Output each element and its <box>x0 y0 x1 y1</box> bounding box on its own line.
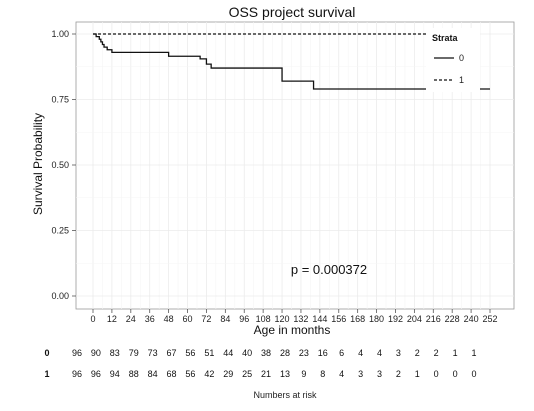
risk-count: 56 <box>185 348 195 358</box>
legend-box <box>426 28 480 92</box>
legend-title: Strata <box>432 33 459 43</box>
risk-table-title: Numbers at risk <box>253 390 317 400</box>
risk-count: 94 <box>110 369 120 379</box>
x-tick-label: 120 <box>275 314 290 324</box>
risk-count: 0 <box>453 369 458 379</box>
risk-count: 38 <box>261 348 271 358</box>
x-tick-label: 108 <box>256 314 271 324</box>
risk-count: 67 <box>167 348 177 358</box>
x-tick-label: 84 <box>220 314 230 324</box>
risk-count: 83 <box>110 348 120 358</box>
risk-count: 8 <box>320 369 325 379</box>
x-tick-label: 228 <box>445 314 460 324</box>
legend-label-series-0: 0 <box>459 53 464 63</box>
x-tick-label: 180 <box>369 314 384 324</box>
risk-count: 0 <box>471 369 476 379</box>
x-tick-label: 252 <box>482 314 497 324</box>
risk-count: 73 <box>148 348 158 358</box>
risk-count: 16 <box>318 348 328 358</box>
y-tick-label: 0.00 <box>51 291 69 301</box>
x-tick-label: 0 <box>90 314 95 324</box>
risk-count: 88 <box>129 369 139 379</box>
survival-curve-series-0 <box>93 33 490 90</box>
risk-count: 96 <box>72 348 82 358</box>
x-tick-label: 192 <box>388 314 403 324</box>
risk-count: 3 <box>396 348 401 358</box>
risk-count: 4 <box>339 369 344 379</box>
x-tick-label: 132 <box>293 314 308 324</box>
risk-count: 44 <box>223 348 233 358</box>
risk-table: 0 96 90 83 79 73 67 56 51 44 40 38 28 23 16 6 4 4 3 2 2 1 11 96… <box>44 348 476 379</box>
risk-count: 4 <box>377 348 382 358</box>
risk-count: 40 <box>242 348 252 358</box>
y-axis: 0.00 0.25 0.50 0.75 1.00 <box>51 29 76 301</box>
p-value-annotation: p = 0.000372 <box>291 262 367 277</box>
risk-count: 1 <box>453 348 458 358</box>
risk-count: 96 <box>72 369 82 379</box>
risk-count: 56 <box>185 369 195 379</box>
x-tick-label: 24 <box>126 314 136 324</box>
series-lines <box>93 33 490 90</box>
risk-count: 2 <box>396 369 401 379</box>
legend-label-series-1: 1 <box>459 75 464 85</box>
risk-count: 2 <box>415 348 420 358</box>
x-tick-label: 48 <box>164 314 174 324</box>
risk-count: 84 <box>148 369 158 379</box>
chart-title: OSS project survival <box>229 4 356 20</box>
risk-count: 4 <box>358 348 363 358</box>
risk-row-label: 1 <box>44 369 49 379</box>
risk-count: 25 <box>242 369 252 379</box>
x-tick-label: 240 <box>464 314 479 324</box>
x-tick-label: 72 <box>201 314 211 324</box>
risk-count: 1 <box>471 348 476 358</box>
risk-count: 3 <box>358 369 363 379</box>
risk-count: 3 <box>377 369 382 379</box>
x-tick-label: 216 <box>426 314 441 324</box>
y-tick-label: 0.25 <box>51 226 69 236</box>
risk-count: 1 <box>415 369 420 379</box>
y-axis-title: Survival Probability <box>31 113 45 215</box>
y-tick-label: 1.00 <box>51 29 69 39</box>
risk-count: 23 <box>299 348 309 358</box>
risk-row-label: 0 <box>44 348 49 358</box>
risk-count: 13 <box>280 369 290 379</box>
x-tick-label: 144 <box>312 314 327 324</box>
risk-count: 51 <box>204 348 214 358</box>
risk-count: 42 <box>204 369 214 379</box>
risk-count: 90 <box>91 348 101 358</box>
risk-count: 68 <box>167 369 177 379</box>
risk-count: 2 <box>434 348 439 358</box>
risk-count: 21 <box>261 369 271 379</box>
risk-count: 29 <box>223 369 233 379</box>
x-tick-label: 156 <box>331 314 346 324</box>
risk-count: 96 <box>91 369 101 379</box>
x-axis-title: Age in months <box>254 323 331 337</box>
x-tick-label: 96 <box>239 314 249 324</box>
risk-count: 6 <box>339 348 344 358</box>
risk-count: 79 <box>129 348 139 358</box>
x-tick-label: 12 <box>107 314 117 324</box>
risk-count: 28 <box>280 348 290 358</box>
risk-count: 9 <box>301 369 306 379</box>
y-tick-label: 0.75 <box>51 95 69 105</box>
x-axis: 0 12 24 36 48 60 72 84 96 108 120 132 144 156 168 180 19… <box>90 309 498 324</box>
x-tick-label: 36 <box>145 314 155 324</box>
x-tick-label: 204 <box>407 314 422 324</box>
x-tick-label: 168 <box>350 314 365 324</box>
x-tick-label: 60 <box>183 314 193 324</box>
risk-count: 0 <box>434 369 439 379</box>
y-tick-label: 0.50 <box>51 160 69 170</box>
